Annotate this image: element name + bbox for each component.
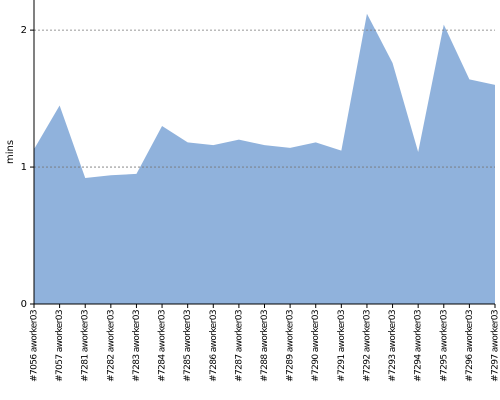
- area: [34, 13, 495, 304]
- x-tick-label: #7297 aworker03: [491, 310, 500, 382]
- x-tick-label: #7057 aworker03: [55, 310, 65, 382]
- y-tick-label: 2: [21, 25, 27, 36]
- y-tick-label: 0: [21, 299, 27, 310]
- x-tick-label: #7289 aworker03: [286, 310, 296, 382]
- x-tick-label: #7282 aworker03: [106, 310, 116, 382]
- x-tick-label: #7292 aworker03: [362, 310, 372, 382]
- x-tick-label: #7287 aworker03: [234, 310, 244, 382]
- x-tick-label: #7293 aworker03: [388, 310, 398, 382]
- x-tick-label: #7290 aworker03: [311, 310, 321, 382]
- x-tick-label: #7291 aworker03: [337, 310, 347, 382]
- x-tick-label: #7296 aworker03: [465, 310, 475, 382]
- x-tick-label: #7285 aworker03: [183, 310, 193, 382]
- x-tick-label: #7283 aworker03: [132, 310, 142, 382]
- x-tick-label: #7288 aworker03: [260, 310, 270, 382]
- y-tick-label: 1: [21, 162, 27, 173]
- x-tick-label: #7286 aworker03: [209, 310, 219, 382]
- x-tick-label: #7281 aworker03: [81, 310, 91, 382]
- x-tick-label: #7294 aworker03: [414, 310, 424, 382]
- x-tick-label: #7056 aworker03: [30, 310, 40, 382]
- y-axis-label: mins: [5, 140, 16, 164]
- x-tick-label: #7284 aworker03: [158, 310, 168, 382]
- x-tick-label: #7295 aworker03: [439, 310, 449, 382]
